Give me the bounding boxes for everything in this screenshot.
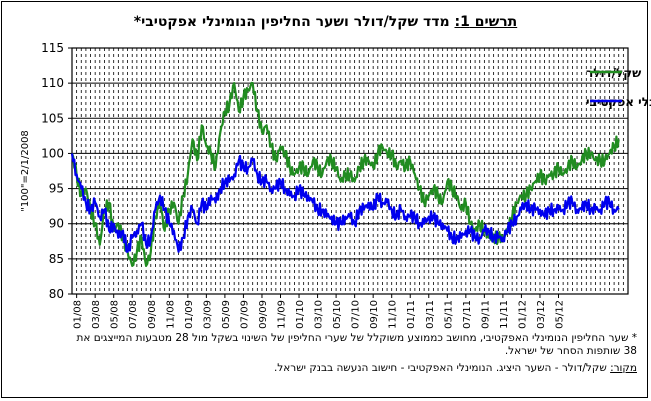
x-tick-label: 01/09 — [184, 300, 195, 329]
x-tick-label: 03/11 — [425, 300, 436, 329]
x-tick-label: 05/08 — [110, 300, 121, 329]
y-tick-label: 95 — [49, 182, 64, 196]
x-tick-label: 09/11 — [480, 300, 491, 329]
x-tick-label: 11/09 — [277, 300, 288, 329]
x-tick-label: 03/09 — [202, 300, 213, 329]
x-tick-label: 09/10 — [369, 300, 380, 329]
x-tick-label: 05/10 — [332, 300, 343, 329]
plot-border — [71, 47, 629, 295]
x-tick-label: 03/12 — [536, 300, 547, 329]
x-tick-label: 05/09 — [221, 300, 232, 329]
y-tick-label: 100 — [41, 146, 64, 160]
x-tick-label: 07/09 — [239, 300, 250, 329]
source-label: מקור: — [610, 362, 637, 374]
x-tick-label: 01/08 — [73, 300, 84, 329]
series-effective-line — [70, 153, 620, 253]
x-tick-label: 11/08 — [165, 300, 176, 329]
chart-title-text: מדד שקל/דולר ושער החליפין הנומינלי אפקטי… — [133, 14, 455, 30]
y-tick-label: 85 — [49, 252, 64, 266]
y-tick-label: 115 — [41, 41, 64, 55]
x-tick-label: 07/11 — [462, 300, 473, 329]
y-tick-label: 90 — [49, 217, 64, 231]
series-ils-usd-line — [70, 81, 620, 267]
x-tick-label: 11/11 — [499, 300, 510, 329]
x-tick-label: 07/08 — [128, 300, 139, 329]
x-tick-label: 09/09 — [258, 300, 269, 329]
footnote-line-1: * שער החליפין הנומינלי האפקטיבי, מחושב כ… — [76, 332, 637, 344]
x-tick-label: 09/08 — [147, 300, 158, 329]
chart-title-label: תרשים 1: — [454, 14, 518, 30]
y-tick-label: 105 — [41, 111, 64, 125]
x-tick-label: 05/12 — [555, 300, 566, 329]
footnote-line-2: 38 שותפות הסחר של ישראל. — [504, 345, 637, 357]
x-tick-label: 01/12 — [517, 300, 528, 329]
chart-title: תרשים 1: מדד שקל/דולר ושער החליפין הנומי… — [0, 14, 651, 30]
source-note: מקור: שקל/דולר - השער היציג. הנומינלי הא… — [17, 362, 637, 375]
source-text: שקל/דולר - השער היציג. הנומינלי האפקטיבי… — [273, 362, 611, 374]
y-tick-label: 80 — [49, 287, 64, 301]
y-axis-label: "100"=2/1/2008 — [20, 130, 31, 212]
x-tick-label: 07/10 — [351, 300, 362, 329]
x-tick-label: 01/11 — [406, 300, 417, 329]
x-tick-label: 01/10 — [295, 300, 306, 329]
x-tick-label: 11/10 — [388, 300, 399, 329]
y-tick-label: 110 — [41, 76, 64, 90]
x-tick-label: 03/10 — [314, 300, 325, 329]
x-tick-label: 03/08 — [91, 300, 102, 329]
x-tick-label: 05/11 — [443, 300, 454, 329]
